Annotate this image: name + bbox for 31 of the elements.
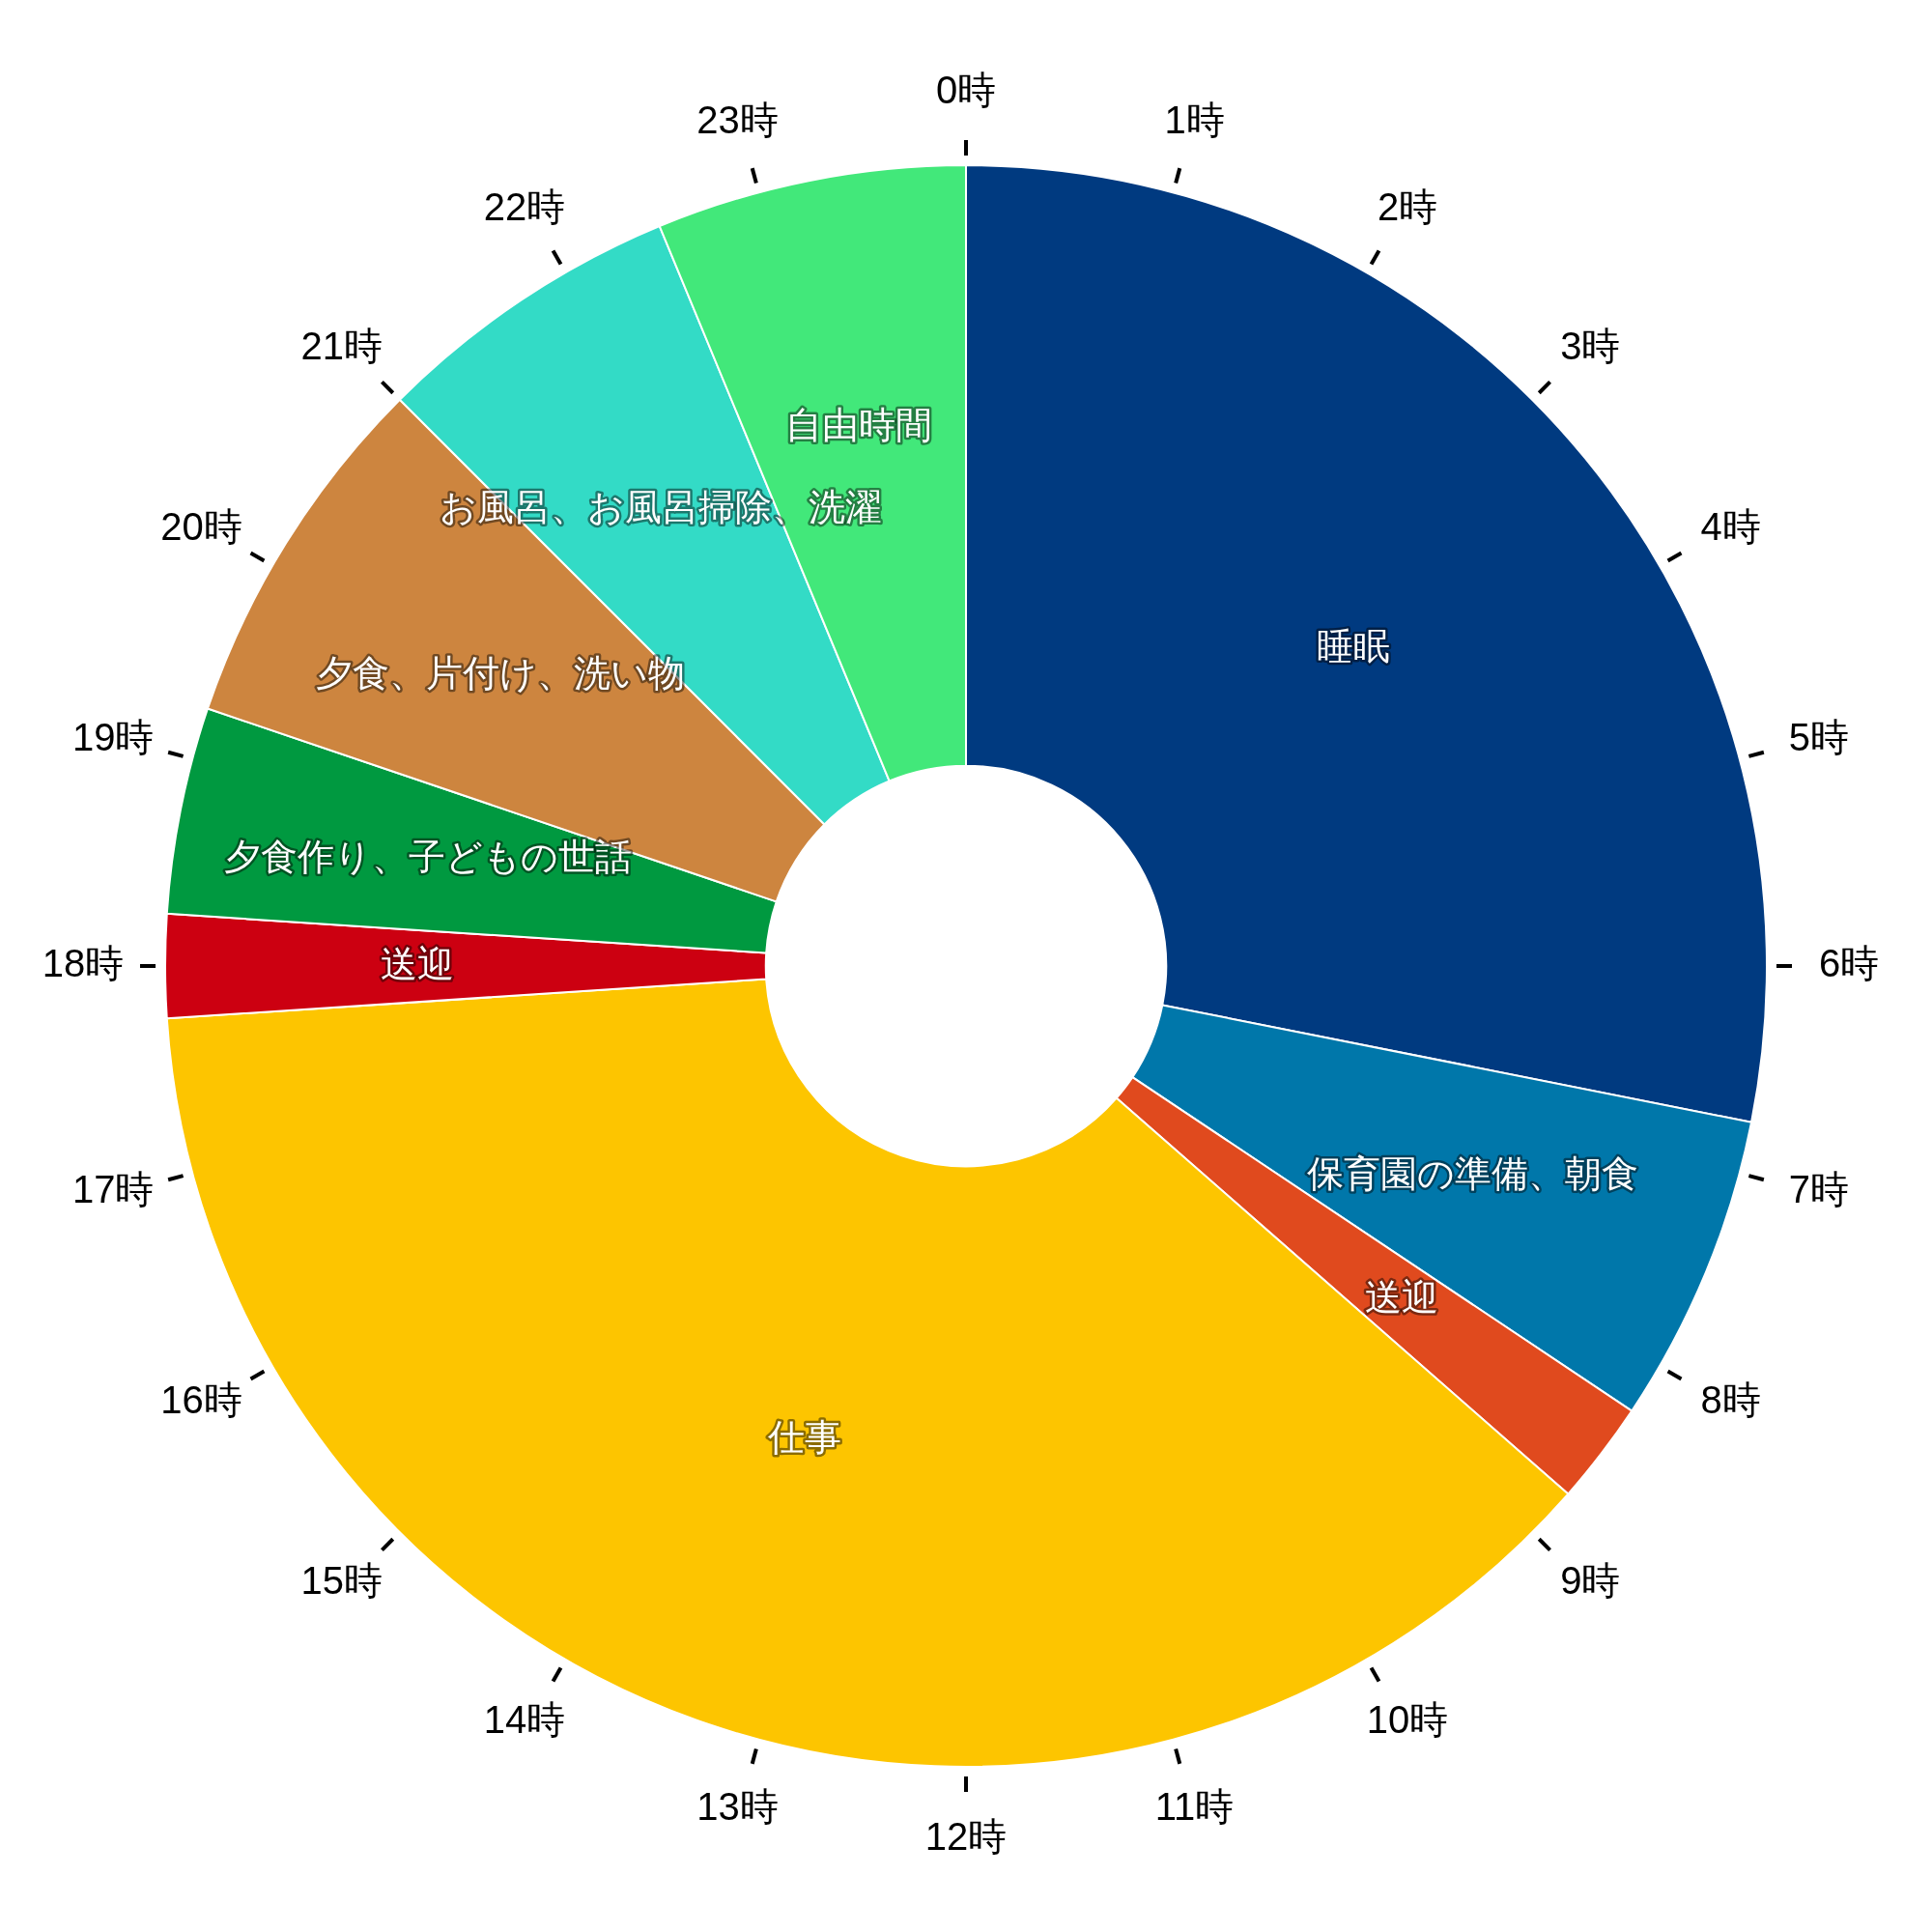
text: 0時	[935, 69, 997, 112]
text: 16時	[160, 1378, 242, 1422]
text: 2時	[1377, 185, 1438, 229]
text: 18時	[42, 942, 125, 985]
text: 3時	[1560, 324, 1621, 367]
text: 4時	[1700, 505, 1761, 549]
text: 23時	[696, 98, 779, 141]
text: 7時	[1788, 1168, 1849, 1210]
text: 11時	[1154, 1785, 1235, 1829]
slice-label: 保育園の準備、朝食	[1307, 1152, 1639, 1194]
text: 14時	[483, 1697, 566, 1741]
text: 15時	[300, 1559, 383, 1603]
text: 5時	[1788, 716, 1849, 759]
text: 21時	[300, 324, 383, 367]
slice-label: 送迎	[380, 943, 454, 984]
text: 8時	[1700, 1378, 1761, 1422]
text: 9時	[1560, 1559, 1621, 1603]
text: 1時	[1164, 98, 1225, 141]
text: 17時	[71, 1168, 155, 1210]
slice-label: 夕食作り、子どもの世話	[223, 836, 632, 877]
text: 20時	[160, 505, 242, 549]
text: 19時	[71, 716, 155, 759]
slice-label: 睡眠	[1316, 625, 1390, 667]
slice-label: 仕事	[767, 1417, 842, 1459]
text: 12時	[924, 1815, 1008, 1859]
text: 13時	[696, 1785, 779, 1829]
slice-label: 送迎	[1364, 1277, 1438, 1319]
slice-label: 自由時間	[785, 405, 933, 446]
text: 22時	[483, 185, 566, 229]
text: 6時	[1818, 942, 1880, 985]
text: 10時	[1366, 1697, 1449, 1741]
